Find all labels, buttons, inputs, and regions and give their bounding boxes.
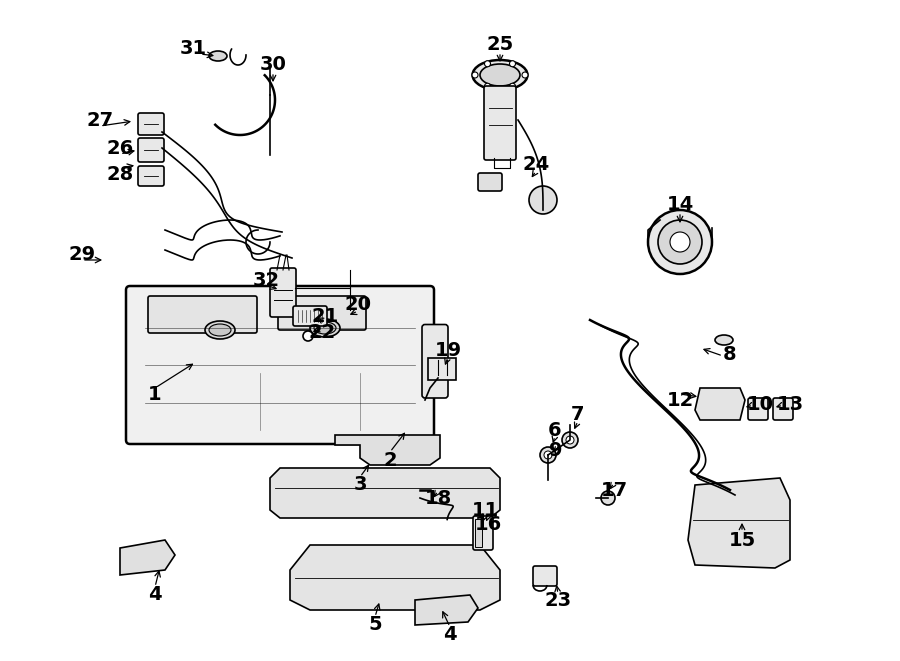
FancyBboxPatch shape [773, 398, 793, 420]
Circle shape [472, 72, 478, 78]
Text: 1: 1 [148, 385, 162, 405]
Circle shape [509, 61, 516, 67]
Text: 10: 10 [746, 395, 773, 414]
FancyBboxPatch shape [138, 166, 164, 186]
FancyBboxPatch shape [148, 296, 257, 333]
Text: 3: 3 [353, 475, 367, 494]
Circle shape [670, 232, 690, 252]
FancyBboxPatch shape [475, 519, 482, 547]
Polygon shape [415, 595, 478, 625]
Circle shape [529, 186, 557, 214]
Text: 16: 16 [474, 516, 501, 535]
Text: 13: 13 [777, 395, 804, 414]
Circle shape [601, 491, 615, 505]
Ellipse shape [715, 335, 733, 345]
FancyBboxPatch shape [270, 268, 296, 317]
Text: 23: 23 [544, 590, 572, 609]
Text: 6: 6 [548, 420, 562, 440]
Text: 19: 19 [435, 340, 462, 360]
Text: 31: 31 [179, 38, 207, 58]
Polygon shape [695, 388, 745, 420]
Text: 26: 26 [106, 139, 133, 157]
Circle shape [484, 83, 491, 89]
Circle shape [522, 72, 528, 78]
FancyBboxPatch shape [478, 173, 502, 191]
FancyBboxPatch shape [278, 296, 366, 330]
FancyBboxPatch shape [138, 138, 164, 162]
Circle shape [544, 451, 552, 459]
Text: 21: 21 [311, 307, 338, 325]
Circle shape [658, 220, 702, 264]
FancyBboxPatch shape [748, 398, 768, 420]
Circle shape [540, 447, 556, 463]
Polygon shape [335, 435, 440, 465]
Circle shape [303, 331, 313, 341]
FancyBboxPatch shape [126, 286, 434, 444]
Text: 32: 32 [252, 270, 280, 290]
Ellipse shape [209, 324, 231, 336]
Text: 11: 11 [472, 500, 499, 520]
Text: 9: 9 [549, 440, 562, 459]
Text: 8: 8 [724, 346, 737, 364]
Text: 25: 25 [486, 36, 514, 54]
Text: 30: 30 [259, 56, 286, 75]
Circle shape [562, 432, 578, 448]
Text: 28: 28 [106, 165, 133, 184]
Text: 27: 27 [86, 110, 113, 130]
FancyBboxPatch shape [533, 566, 557, 586]
Text: 24: 24 [522, 155, 550, 175]
Text: 20: 20 [345, 295, 372, 315]
Text: 22: 22 [309, 323, 336, 342]
Circle shape [648, 210, 712, 274]
Polygon shape [290, 545, 500, 610]
Ellipse shape [472, 60, 527, 90]
Ellipse shape [310, 319, 340, 337]
Ellipse shape [205, 321, 235, 339]
Text: 18: 18 [425, 488, 452, 508]
Text: 2: 2 [383, 451, 397, 469]
Ellipse shape [209, 51, 227, 61]
Text: 12: 12 [666, 391, 694, 410]
Text: 7: 7 [572, 405, 585, 424]
Circle shape [484, 61, 491, 67]
FancyBboxPatch shape [422, 325, 448, 398]
Text: 17: 17 [600, 481, 627, 500]
Text: 4: 4 [148, 586, 162, 605]
FancyBboxPatch shape [293, 306, 327, 326]
Text: 29: 29 [68, 245, 95, 264]
Ellipse shape [314, 322, 336, 334]
FancyBboxPatch shape [138, 113, 164, 135]
Circle shape [509, 83, 516, 89]
FancyBboxPatch shape [484, 86, 516, 160]
FancyBboxPatch shape [428, 358, 456, 380]
Text: 5: 5 [368, 615, 382, 635]
Polygon shape [120, 540, 175, 575]
Polygon shape [270, 468, 500, 518]
Polygon shape [688, 478, 790, 568]
FancyBboxPatch shape [473, 516, 493, 550]
Text: 4: 4 [443, 625, 457, 644]
Text: 14: 14 [666, 196, 694, 215]
Circle shape [566, 436, 574, 444]
Ellipse shape [480, 64, 520, 86]
Text: 15: 15 [728, 531, 756, 549]
